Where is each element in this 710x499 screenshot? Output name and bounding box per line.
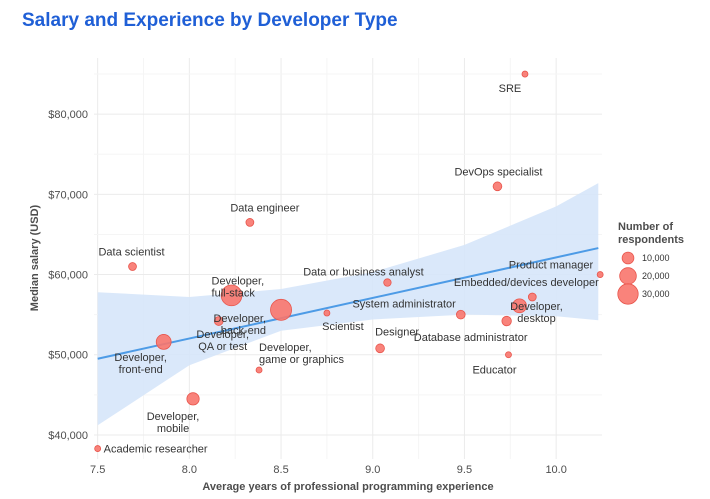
data-point: [245, 218, 255, 227]
point-label-line: Developer,: [147, 411, 200, 423]
x-tick-label: 8.5: [273, 464, 288, 476]
point-label-line: Developer,: [213, 313, 266, 325]
data-point: [492, 181, 503, 192]
data-point: [383, 278, 392, 287]
point-label: Developer, game or graphics: [259, 342, 344, 366]
data-point: [456, 309, 466, 320]
legend-label: 30,000: [642, 289, 670, 299]
point-label: Database administrator: [414, 332, 528, 344]
point-label: SRE: [499, 83, 522, 95]
point-label-line: full-stack: [212, 287, 256, 299]
data-point: [505, 351, 512, 359]
x-tick-label: 10.0: [545, 464, 566, 476]
fit-line: [97, 247, 599, 360]
y-tick-label: $50,000: [48, 350, 88, 362]
data-point: [501, 315, 512, 327]
x-tick-label: 7.5: [90, 464, 105, 476]
data-point: [270, 298, 292, 321]
point-label: Product manager: [509, 260, 594, 272]
size-legend: Number of respondents 10,000 20,000 30,000: [617, 221, 684, 305]
data-points: [94, 70, 604, 452]
x-tick-label: 8.0: [182, 464, 197, 476]
legend-title-line1: Number of: [618, 221, 673, 233]
point-label: Academic researcher: [104, 444, 208, 456]
data-point: [527, 292, 537, 302]
data-point: [375, 343, 385, 354]
point-label-line: mobile: [157, 423, 189, 435]
y-axis-label: Median salary (USD): [29, 204, 41, 311]
point-label: Scientist: [322, 321, 364, 333]
point-label: Developer, QA or test: [196, 329, 249, 353]
point-label: Developer, front-end: [114, 352, 167, 376]
data-point: [255, 366, 263, 374]
legend-label: 20,000: [642, 271, 670, 281]
point-label-line: Developer,: [114, 352, 167, 364]
point-label-line: Developer,: [196, 329, 249, 341]
y-tick-label: $60,000: [48, 270, 88, 282]
point-label: DevOps specialist: [454, 166, 542, 178]
x-axis-label: Average years of professional programmin…: [202, 481, 493, 493]
data-point: [213, 316, 224, 326]
point-label-line: Developer,: [510, 301, 563, 313]
point-label: System administrator: [352, 299, 456, 311]
point-label: Developer, back-end: [213, 313, 266, 337]
x-axis-ticks: 7.5 8.0 8.5 9.0 9.5 10.0: [90, 464, 567, 476]
point-labels: SRE DevOps specialist Data engineer Data sc…: [98, 83, 599, 456]
data-point: [155, 334, 172, 350]
legend-title-line2: respondents: [618, 234, 684, 246]
point-label: Developer, full-stack: [212, 275, 265, 299]
point-label-line: game or graphics: [259, 354, 344, 366]
point-label: Educator: [472, 365, 516, 377]
point-label-line: back-end: [221, 325, 266, 337]
point-label: Embedded/devices developer: [454, 277, 599, 289]
point-label: Data or business analyst: [303, 267, 423, 279]
y-axis-ticks: $40,000 $50,000 $60,000 $70,000 $80,000: [48, 109, 88, 442]
point-label-line: desktop: [517, 313, 556, 325]
point-label: Designer: [375, 326, 419, 338]
legend-key: [619, 267, 637, 285]
point-label: Data engineer: [230, 202, 299, 214]
data-point: [596, 271, 604, 278]
point-label: Developer, mobile: [147, 411, 200, 435]
point-label-line: front-end: [119, 364, 163, 376]
y-tick-label: $40,000: [48, 430, 88, 442]
point-label-line: Developer,: [259, 342, 312, 354]
y-tick-label: $70,000: [48, 189, 88, 201]
data-point: [512, 298, 527, 314]
data-point: [186, 392, 200, 406]
y-tick-label: $80,000: [48, 109, 88, 121]
chart-title: Salary and Experience by Developer Type: [22, 10, 398, 31]
point-label-line: Developer,: [212, 275, 265, 287]
point-label: Developer, desktop: [510, 301, 563, 325]
data-point: [94, 445, 102, 452]
point-label: Data scientist: [98, 247, 164, 259]
legend-key: [621, 251, 635, 265]
x-tick-label: 9.0: [365, 464, 380, 476]
legend-key: [617, 283, 639, 305]
gridlines: [94, 58, 602, 459]
data-point: [521, 70, 529, 78]
x-tick-label: 9.5: [457, 464, 472, 476]
data-point: [128, 262, 137, 271]
point-label-line: QA or test: [198, 341, 247, 353]
data-point: [323, 309, 331, 317]
legend-label: 10,000: [642, 253, 670, 263]
data-point: [220, 284, 243, 307]
